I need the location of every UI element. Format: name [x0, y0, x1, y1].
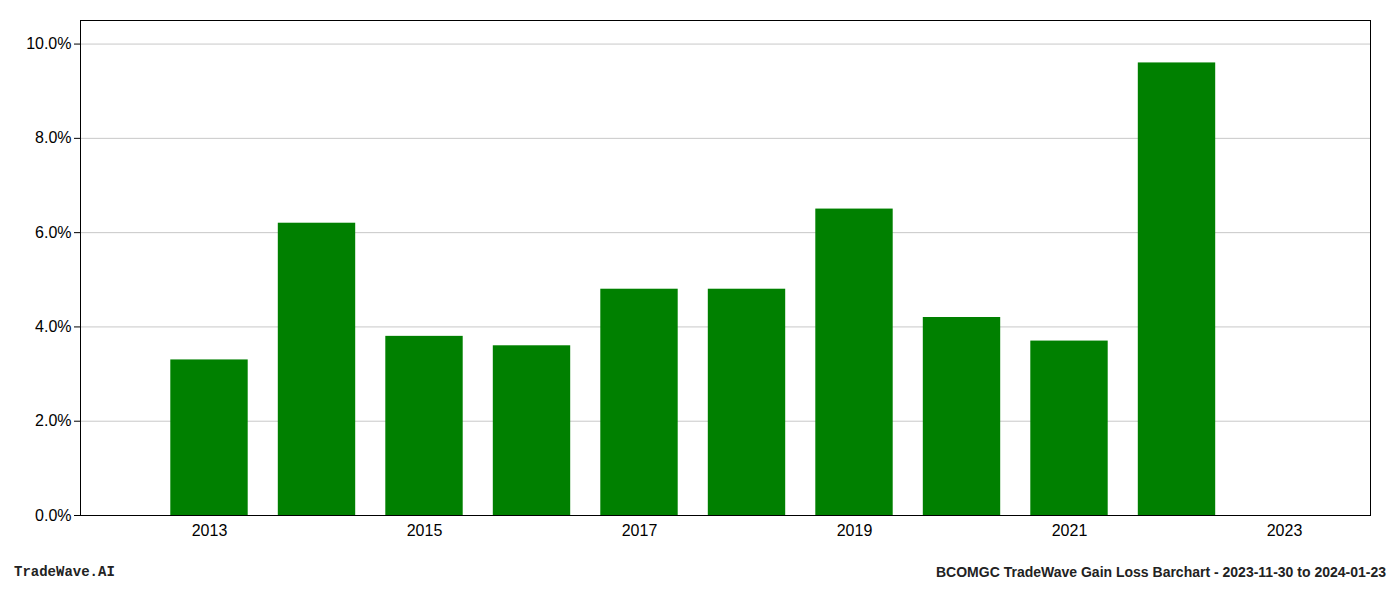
html-text:TradeWave.AI: TradeWave.AI	[14, 564, 115, 580]
svg-text:4.0%: 4.0%	[35, 318, 71, 335]
svg-text:2017: 2017	[622, 522, 658, 539]
svg-text:2.0%: 2.0%	[35, 412, 71, 429]
svg-text:10.0%: 10.0%	[26, 35, 71, 52]
svg-text:2015: 2015	[407, 522, 443, 539]
svg-text:2023: 2023	[1267, 522, 1303, 539]
svg-text:2019: 2019	[837, 522, 873, 539]
svg-text:8.0%: 8.0%	[35, 129, 71, 146]
svg-text:2013: 2013	[192, 522, 228, 539]
svg-text:2021: 2021	[1052, 522, 1088, 539]
svg-text:0.0%: 0.0%	[35, 507, 71, 524]
html-text:BCOMGC TradeWave Gain Loss Bar: BCOMGC TradeWave Gain Loss Barchart - 20…	[936, 564, 1386, 580]
svg-text:6.0%: 6.0%	[35, 224, 71, 241]
